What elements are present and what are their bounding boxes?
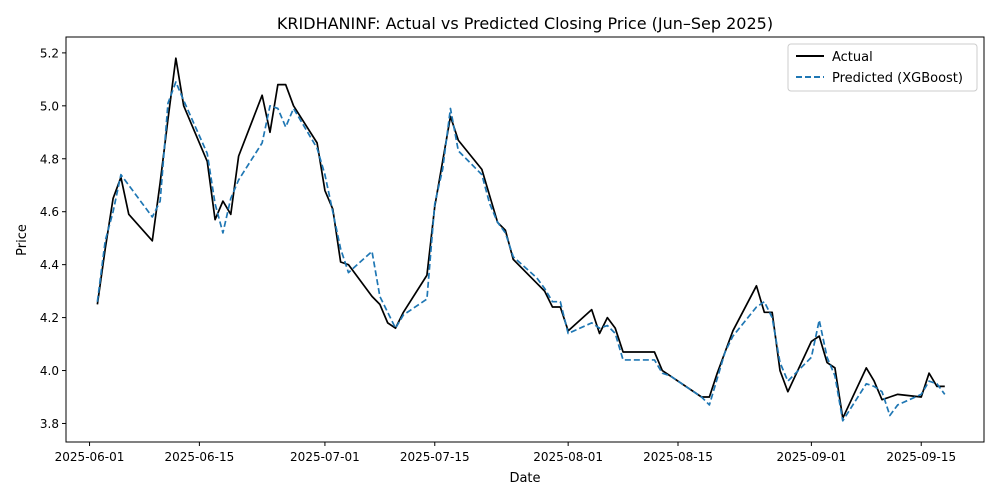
series-line-predicted [96,81,946,422]
y-tick-label: 5.2 [40,46,59,60]
x-axis-ticks: 2025-06-01 2025-06-15 2025-07-01 2025-07-15… [55,442,956,464]
y-tick-label: 4.0 [40,364,59,378]
y-tick-label: 5.0 [40,99,59,113]
legend-label-actual: Actual [832,50,873,65]
y-axis-label: Price [15,224,30,256]
y-tick-label: 4.6 [40,205,59,219]
x-tick-label: 2025-08-15 [643,450,713,464]
y-tick-label: 4.4 [40,258,59,272]
y-tick-label: 3.8 [40,417,59,431]
x-tick-label: 2025-06-01 [55,450,125,464]
plot-area-frame [65,36,985,443]
x-tick-label: 2025-06-15 [165,450,235,464]
chart-title: KRIDHANINF: Actual vs Predicted Closing … [277,14,773,33]
x-tick-label: 2025-09-15 [886,450,956,464]
legend-box [787,43,978,92]
y-tick-label: 4.2 [40,311,59,325]
x-tick-label: 2025-07-15 [400,450,470,464]
series-layer [96,57,946,422]
x-tick-label: 2025-07-01 [290,450,360,464]
legend: Actual Predicted (XGBoost) [787,43,978,92]
legend-label-predicted: Predicted (XGBoost) [832,71,963,86]
x-axis-label: Date [509,471,540,486]
x-tick-label: 2025-09-01 [777,450,847,464]
y-axis-ticks: 3.8 4.0 4.2 4.4 4.6 4.8 5.0 5.2 [40,46,66,431]
y-tick-label: 4.8 [40,152,59,166]
x-tick-label: 2025-08-01 [533,450,603,464]
